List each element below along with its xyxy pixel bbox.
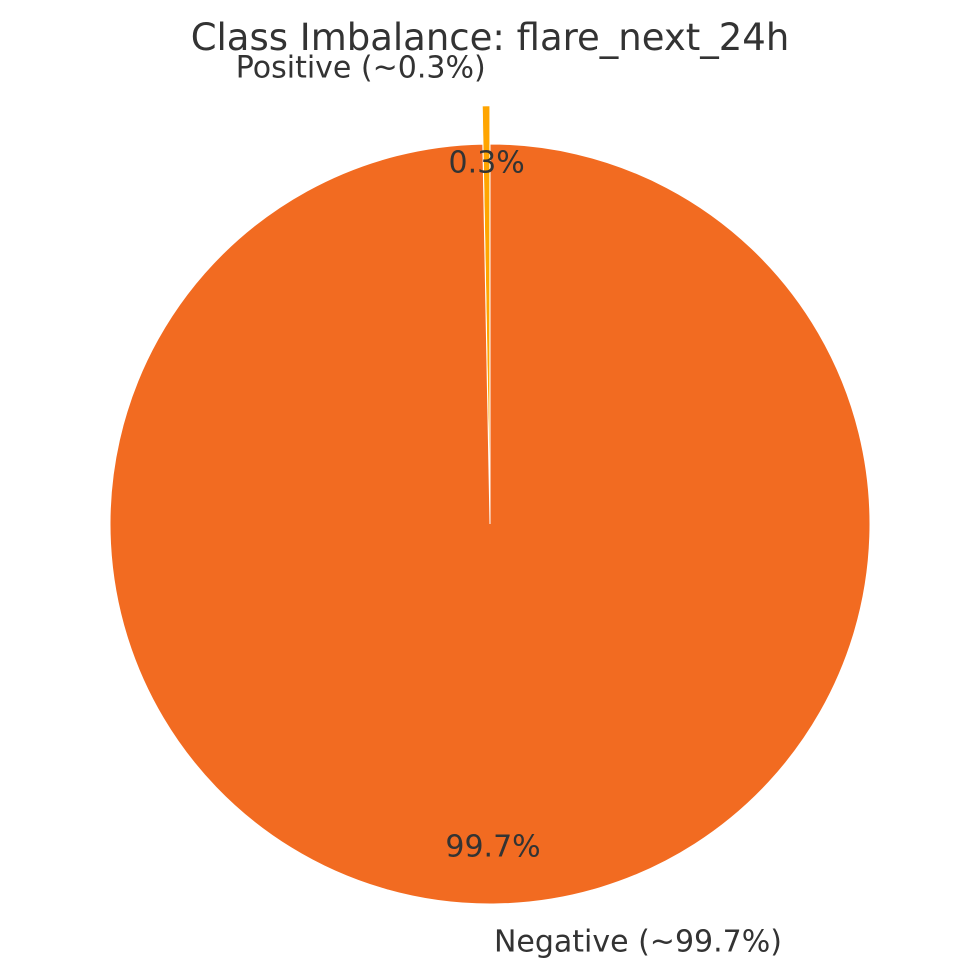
pie-slices: [109, 105, 871, 905]
slice-label-negative: Negative (~99.7%): [494, 924, 782, 959]
pct-label-negative: 99.7%: [445, 829, 540, 864]
slice-label-positive: Positive (~0.3%): [236, 51, 486, 86]
pct-label-positive: 0.3%: [448, 146, 524, 181]
pie-labels: 0.3% Positive (~0.3%) 99.7% Negative (~99.7…: [236, 51, 782, 960]
chart-title: Class Imbalance: flare_next_24h: [191, 16, 790, 59]
pie-slice-negative: [109, 143, 871, 905]
